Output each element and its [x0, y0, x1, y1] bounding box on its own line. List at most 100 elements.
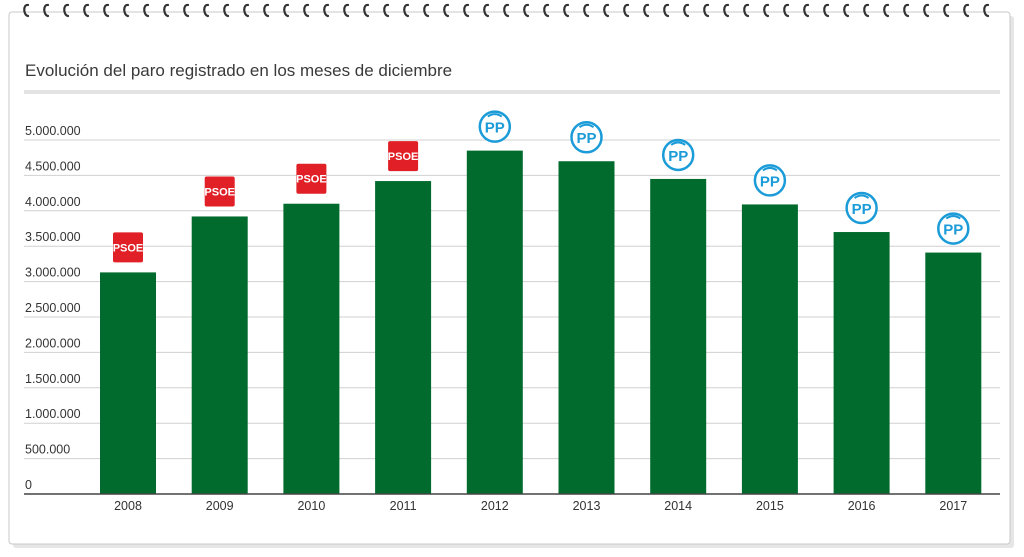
bar	[100, 272, 156, 494]
spiral-ring-icon	[443, 3, 450, 18]
bar	[191, 216, 248, 495]
pp-logo-icon: PP	[937, 212, 970, 245]
spiral-ring-icon	[323, 3, 330, 18]
spiral-ring-icon	[143, 3, 150, 18]
y-tick-label: 3.500.000	[25, 230, 81, 244]
spiral-ring-icon	[683, 3, 690, 18]
spiral-ring-icon	[963, 3, 970, 18]
x-tick-label: 2017	[939, 499, 967, 513]
spiral-ring-icon	[403, 3, 410, 18]
spiral-ring-icon	[603, 3, 610, 18]
psoe-logo-icon: PSOE	[388, 141, 419, 172]
y-tick-label: 3.000.000	[25, 266, 81, 280]
spiral-ring-icon	[263, 3, 270, 18]
spiral-ring-icon	[283, 3, 290, 18]
svg-text:PSOE: PSOE	[388, 151, 419, 163]
spiral-ring-icon	[23, 3, 30, 18]
spiral-ring-icon	[123, 3, 130, 18]
spiral-ring-icon	[483, 3, 490, 18]
spiral-ring-icon	[703, 3, 710, 18]
x-tick-label: 2008	[114, 499, 142, 513]
pp-logo-icon: PP	[845, 191, 878, 225]
y-tick-label: 1.500.000	[25, 372, 81, 386]
svg-text:PSOE: PSOE	[113, 242, 144, 254]
y-tick-label: 4.500.000	[25, 159, 81, 173]
x-tick-label: 2012	[481, 499, 509, 513]
spiral-ring-icon	[843, 3, 850, 18]
bar	[741, 204, 798, 495]
pp-logo-icon: PP	[661, 138, 695, 172]
spiral-ring-icon	[903, 3, 910, 18]
svg-text:PSOE: PSOE	[204, 186, 235, 198]
spiral-ring-icon	[363, 3, 370, 18]
party-icons: PSOE PSOE PSOE PSOE PP PP PP PP PP PP	[113, 110, 970, 263]
x-tick-label: 2013	[573, 499, 601, 513]
spiral-ring-icon	[563, 3, 570, 18]
chart-title: Evolución del paro registrado en los mes…	[25, 61, 452, 80]
svg-text:PSOE: PSOE	[296, 174, 327, 186]
y-tick-label: 1.000.000	[25, 407, 81, 421]
svg-text:PP: PP	[485, 120, 505, 137]
y-tick-label: 2.000.000	[25, 336, 81, 350]
spiral-ring-icon	[863, 3, 870, 18]
spiral-ring-icon	[803, 3, 810, 18]
psoe-logo-icon: PSOE	[296, 163, 327, 194]
svg-text:PP: PP	[852, 201, 872, 218]
bar	[466, 150, 523, 494]
bar	[283, 203, 340, 494]
spiral-ring-icon	[543, 3, 550, 18]
svg-text:PP: PP	[760, 173, 780, 190]
spiral-ring-icon	[303, 3, 310, 18]
x-tick-label: 2011	[390, 499, 417, 513]
spiral-ring-icon	[643, 3, 650, 18]
spiral-ring-icon	[243, 3, 250, 18]
bar-series	[100, 150, 982, 495]
spiral-ring-icon	[203, 3, 210, 18]
pp-logo-icon: PP	[753, 164, 787, 197]
x-tick-label: 2009	[206, 499, 234, 513]
spiral-ring-icon	[743, 3, 750, 18]
spiral-ring-icon	[503, 3, 510, 18]
spiral-ring-icon	[663, 3, 670, 18]
spiral-ring-icon	[723, 3, 730, 18]
psoe-logo-icon: PSOE	[204, 176, 235, 207]
spiral-ring-icon	[883, 3, 890, 18]
y-axis: 0 500.000 1.000.000 1.500.000 2.000.000 2.500…	[25, 124, 81, 492]
spiral-ring-icon	[523, 3, 530, 18]
y-tick-label: 4.000.000	[25, 195, 81, 209]
spiral-ring-icon	[43, 3, 50, 18]
y-tick-label: 0	[25, 478, 32, 492]
title-rule	[24, 90, 1000, 94]
x-axis: 2008 2009 2010 2011 2012 2013 2014 2015 2016 2017	[114, 499, 967, 513]
bar	[925, 252, 982, 494]
pp-logo-icon: PP	[478, 110, 512, 143]
spiral-ring-icon	[783, 3, 790, 18]
spiral-binding-icon	[23, 3, 990, 18]
y-tick-label: 2.500.000	[25, 301, 81, 315]
x-tick-label: 2014	[664, 499, 692, 513]
svg-text:PP: PP	[943, 222, 963, 239]
spiral-ring-icon	[983, 3, 990, 18]
psoe-logo-icon: PSOE	[113, 232, 144, 263]
bar	[650, 178, 707, 494]
spiral-ring-icon	[163, 3, 170, 18]
x-tick-label: 2010	[297, 499, 325, 513]
spiral-ring-icon	[823, 3, 830, 18]
svg-text:PP: PP	[668, 148, 688, 165]
spiral-ring-icon	[63, 3, 70, 18]
spiral-ring-icon	[763, 3, 770, 18]
spiral-ring-icon	[343, 3, 350, 18]
y-tick-label: 5.000.000	[25, 124, 81, 138]
spiral-ring-icon	[923, 3, 930, 18]
spiral-ring-icon	[423, 3, 430, 18]
spiral-ring-icon	[83, 3, 90, 18]
y-tick-label: 500.000	[25, 443, 70, 457]
x-tick-label: 2016	[848, 499, 876, 513]
spiral-ring-icon	[183, 3, 190, 18]
spiral-ring-icon	[103, 3, 110, 18]
spiral-ring-icon	[623, 3, 630, 18]
pp-logo-icon: PP	[570, 120, 603, 154]
bar	[833, 232, 890, 495]
spiral-ring-icon	[383, 3, 390, 18]
